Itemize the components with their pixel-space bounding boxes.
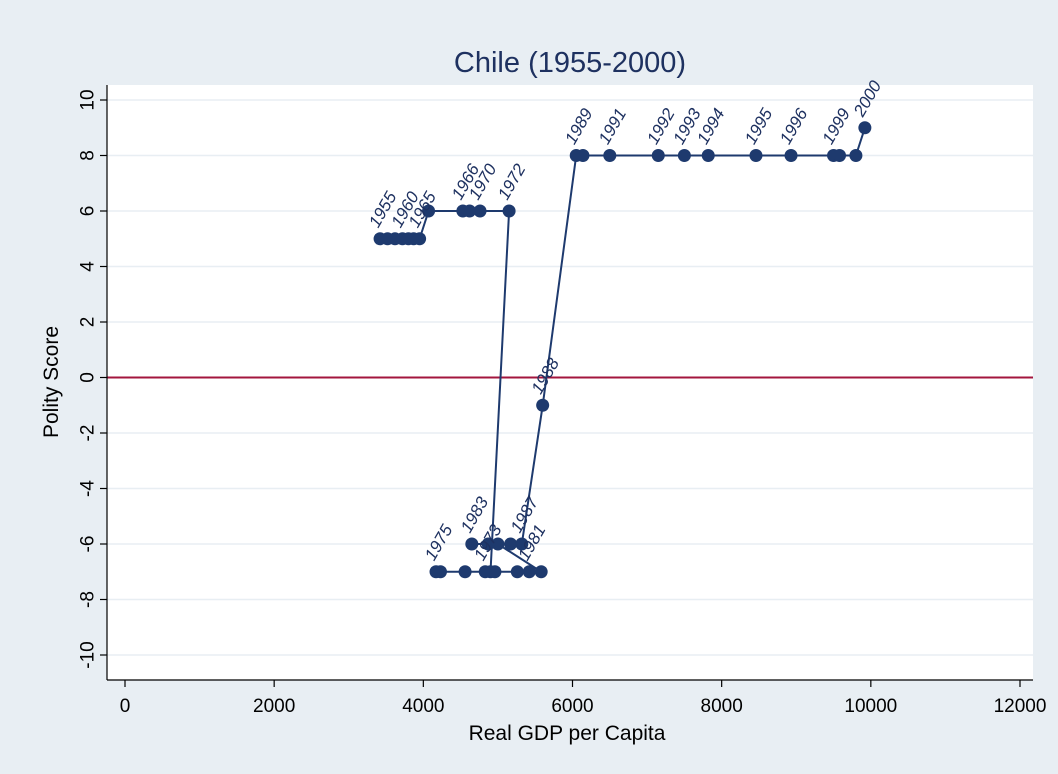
- data-point: [504, 537, 518, 551]
- data-point: [576, 149, 590, 162]
- y-tick-label: -4: [78, 480, 99, 497]
- data-point: [491, 537, 505, 551]
- data-point: [849, 149, 863, 162]
- data-point: [465, 537, 479, 551]
- y-tick-label: 8: [78, 150, 99, 161]
- data-point: [481, 537, 495, 551]
- data-point: [473, 204, 487, 218]
- data-point: [677, 149, 691, 162]
- plot-area: [107, 85, 1033, 680]
- y-tick-label: 10: [78, 89, 99, 110]
- x-tick-label: 6000: [551, 696, 593, 717]
- data-point: [463, 204, 477, 218]
- x-tick-label: 4000: [402, 696, 444, 717]
- data-point: [458, 565, 472, 579]
- y-tick-label: -8: [78, 591, 99, 608]
- x-tick-label: 12000: [994, 696, 1047, 717]
- point-layer: [373, 121, 872, 579]
- y-axis-title: Polity Score: [40, 326, 63, 438]
- x-tick-label: 0: [120, 696, 131, 717]
- x-axis-title: Real GDP per Capita: [469, 722, 666, 745]
- y-tick-label: -10: [78, 641, 99, 668]
- data-point: [858, 121, 872, 135]
- axis-layer: -10 -8 -6 -4 -2 0 2 4 6 8 10 0 2000 4000 6000 8000 10000…: [78, 85, 1047, 717]
- data-point: [488, 565, 502, 579]
- data-point: [515, 537, 529, 551]
- data-point: [502, 204, 516, 218]
- y-tick-label: 0: [78, 372, 99, 383]
- data-point: [429, 565, 443, 579]
- data-point: [749, 149, 763, 162]
- y-tick-label: 4: [78, 261, 99, 272]
- data-point: [413, 232, 427, 246]
- data-point: [833, 149, 847, 162]
- y-tick-label: -6: [78, 536, 99, 553]
- data-point: [422, 204, 436, 218]
- data-point: [536, 398, 550, 412]
- data-point: [603, 149, 617, 162]
- data-point: [478, 565, 492, 579]
- y-tick-label: -2: [78, 425, 99, 442]
- data-point: [651, 149, 665, 162]
- data-point: [510, 565, 524, 579]
- y-tick-label: 6: [78, 206, 99, 217]
- chart-title: Chile (1955-2000): [454, 47, 686, 79]
- x-tick-label: 8000: [701, 696, 743, 717]
- y-tick-label: 2: [78, 317, 99, 328]
- data-point: [534, 565, 548, 579]
- x-tick-label: 2000: [253, 696, 295, 717]
- data-point: [701, 149, 715, 162]
- x-tick-label: 10000: [844, 696, 897, 717]
- data-point: [522, 565, 536, 579]
- data-point: [784, 149, 798, 162]
